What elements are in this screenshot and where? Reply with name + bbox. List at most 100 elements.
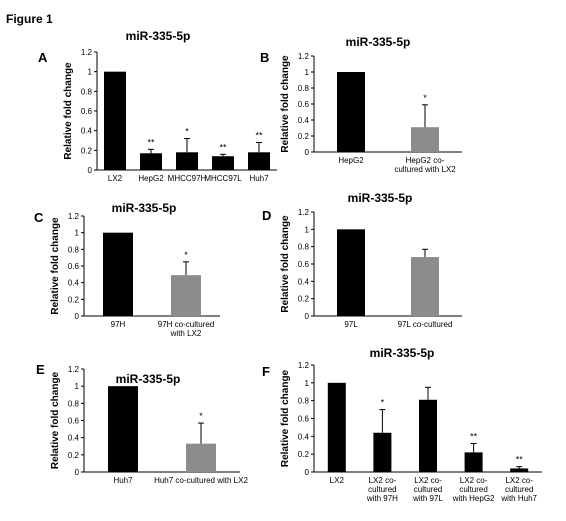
y-tick-label: 1	[75, 382, 80, 391]
y-axis-label: Relative fold change	[50, 217, 61, 315]
x-tick-label: cultured with LX2	[394, 165, 456, 174]
panel-letter: C	[34, 210, 44, 225]
significance-marker: **	[147, 137, 155, 147]
y-tick-label: 0.8	[68, 399, 80, 408]
significance-marker: **	[516, 455, 524, 465]
y-tick-label: 1.2	[68, 365, 80, 374]
bar	[108, 386, 138, 472]
figure-title: Figure 1	[6, 12, 53, 26]
x-tick-label: LX2 co-	[369, 476, 397, 485]
y-tick-label: 0.8	[81, 87, 93, 96]
y-tick-label: 0.8	[298, 84, 310, 93]
y-tick-label: 0.2	[68, 295, 80, 304]
y-tick-label: 0.2	[298, 132, 310, 141]
x-tick-label: cultured	[414, 485, 442, 494]
panel-letter: F	[262, 364, 270, 379]
chart-title: miR-335-5p	[126, 29, 191, 43]
chart-title: miR-335-5p	[348, 191, 413, 205]
y-tick-label: 0.2	[298, 450, 310, 459]
y-axis-label: Relative fold change	[63, 62, 74, 160]
y-tick-label: 0.4	[298, 432, 310, 441]
y-tick-label: 0.8	[68, 245, 80, 254]
panel-letter: A	[38, 50, 48, 65]
significance-marker: **	[470, 431, 478, 441]
x-tick-label: Huh7	[249, 174, 269, 183]
x-tick-label: HepG2 co-	[406, 156, 445, 165]
bar	[337, 72, 365, 152]
bar	[186, 443, 216, 472]
significance-marker: *	[184, 250, 188, 260]
x-tick-label: cultured	[459, 485, 487, 494]
significance-marker: *	[199, 411, 203, 421]
y-tick-label: 1	[305, 68, 310, 77]
y-tick-label: 0.4	[298, 116, 310, 125]
x-tick-label: 97L co-cultured	[398, 320, 453, 329]
bar	[411, 257, 439, 316]
bar	[104, 71, 126, 170]
significance-marker: *	[423, 93, 427, 103]
y-tick-label: 1	[75, 229, 80, 238]
y-tick-label: 0.4	[68, 279, 80, 288]
x-tick-label: LX2 co-	[414, 476, 442, 485]
y-tick-label: 1.2	[298, 52, 310, 61]
bar	[248, 152, 270, 170]
x-tick-label: LX2	[108, 174, 123, 183]
x-tick-label: Huh7	[113, 476, 133, 485]
y-tick-label: 0.6	[298, 415, 310, 424]
bar	[140, 153, 162, 170]
bar	[171, 275, 201, 316]
chart-title: miR-335-5p	[116, 372, 181, 386]
y-tick-label: 1.2	[298, 361, 310, 370]
bar	[373, 432, 392, 472]
x-tick-label: HepG2	[338, 156, 364, 165]
x-tick-label: cultured	[368, 485, 396, 494]
significance-marker: **	[255, 130, 263, 140]
y-tick-label: 0.6	[298, 260, 310, 269]
x-tick-label: with 97H	[366, 494, 398, 503]
x-tick-label: 97H co-cultured	[158, 320, 214, 329]
y-tick-label: 0.4	[298, 277, 310, 286]
x-tick-label: MHCC97H	[168, 174, 207, 183]
y-tick-label: 1	[305, 379, 310, 388]
x-tick-label: 97H	[111, 320, 126, 329]
y-tick-label: 0.2	[68, 451, 80, 460]
y-tick-label: 0.2	[81, 146, 93, 155]
y-tick-label: 1.2	[68, 212, 80, 221]
bar	[212, 156, 234, 170]
x-tick-label: with LX2	[170, 329, 202, 338]
y-tick-label: 0	[305, 312, 310, 321]
y-tick-label: 1.2	[298, 208, 310, 217]
bar	[419, 399, 437, 472]
panel-letter: E	[36, 362, 45, 377]
bar	[176, 152, 198, 170]
y-tick-label: 0	[75, 468, 80, 477]
y-axis-label: Relative fold change	[280, 215, 291, 313]
x-tick-label: with HepG2	[452, 494, 495, 503]
bar	[464, 452, 483, 472]
bar	[510, 468, 529, 472]
y-tick-label: 0	[305, 148, 310, 157]
panel-letter: D	[262, 208, 271, 223]
y-tick-label: 0.8	[298, 397, 310, 406]
y-axis-label: Relative fold change	[50, 371, 61, 469]
chart-title: miR-335-5p	[112, 201, 177, 215]
y-tick-label: 0.6	[298, 100, 310, 109]
x-tick-label: LX2 co-	[505, 476, 533, 485]
x-tick-label: MHCC97L	[204, 174, 242, 183]
panel-letter: B	[260, 50, 269, 65]
y-tick-label: 1.2	[81, 48, 93, 57]
y-axis-label: Relative fold change	[280, 369, 291, 467]
x-tick-label: HepG2	[138, 174, 164, 183]
y-tick-label: 1	[88, 68, 93, 77]
y-tick-label: 0	[305, 468, 310, 477]
significance-marker: *	[185, 127, 189, 137]
x-tick-label: Huh7 co-cultured with LX2	[154, 476, 248, 485]
y-tick-label: 0.6	[68, 262, 80, 271]
chart-title: miR-335-5p	[346, 35, 411, 49]
